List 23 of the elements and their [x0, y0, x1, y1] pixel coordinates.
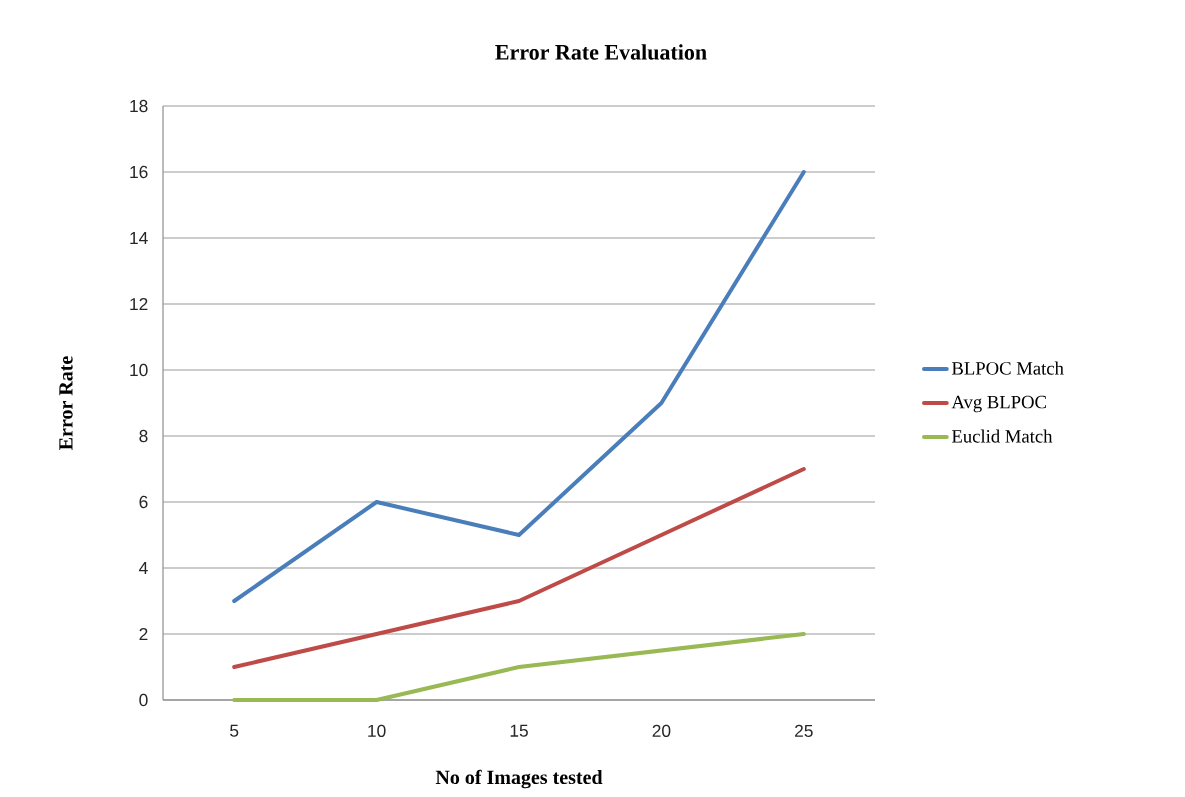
x-tick-label: 5 — [230, 724, 239, 737]
legend-label: Avg BLPOC — [951, 395, 1046, 413]
y-tick-label: 10 — [130, 363, 148, 377]
y-tick-label: 14 — [130, 232, 148, 244]
y-axis-title: Error Rate — [59, 356, 73, 450]
y-tick-label: 12 — [130, 297, 148, 311]
y-tick-label: 2 — [139, 627, 148, 641]
legend-label: BLPOC Match — [951, 361, 1064, 375]
x-tick-label: 15 — [510, 724, 528, 737]
y-tick-label: 8 — [139, 429, 148, 443]
line-series — [232, 467, 806, 669]
y-tick-label: 4 — [139, 562, 148, 574]
x-axis-title: No of Images tested — [435, 769, 603, 789]
x-tick-label: 25 — [795, 724, 813, 737]
legend-label: Euclid Match — [951, 429, 1053, 443]
x-tick-label: 20 — [652, 724, 671, 737]
y-tick-label: 0 — [139, 693, 148, 707]
x-tick-label: 10 — [368, 724, 386, 737]
y-tick-label: 18 — [130, 99, 148, 113]
y-tick-label: 6 — [139, 495, 148, 509]
y-tick-label: 16 — [130, 165, 148, 179]
line-series — [232, 170, 806, 603]
chart-title: Error Rate Evaluation — [495, 44, 707, 60]
